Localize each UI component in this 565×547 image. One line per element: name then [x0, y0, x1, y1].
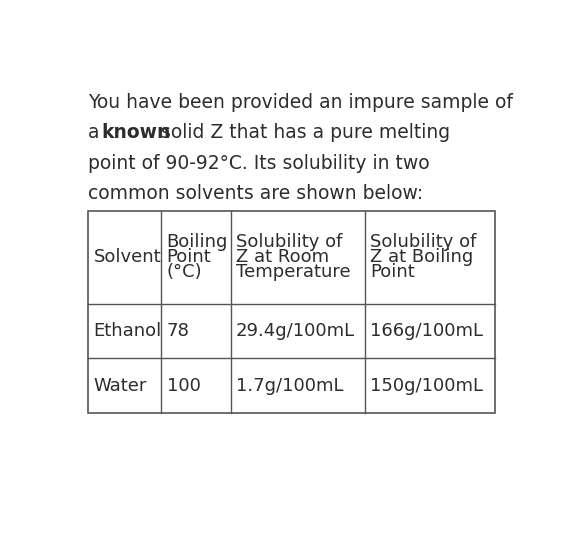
Text: Z at Boiling: Z at Boiling: [370, 248, 473, 266]
Text: known: known: [102, 123, 171, 142]
Text: solid Z that has a pure melting: solid Z that has a pure melting: [155, 123, 451, 142]
Bar: [88, 211, 496, 413]
Text: Ethanol: Ethanol: [93, 322, 162, 340]
Text: (°C): (°C): [167, 264, 202, 282]
Text: You have been provided an impure sample of: You have been provided an impure sample …: [88, 93, 513, 112]
Text: a: a: [88, 123, 106, 142]
Text: common solvents are shown below:: common solvents are shown below:: [88, 184, 423, 203]
Text: Point: Point: [167, 248, 211, 266]
Text: Boiling: Boiling: [167, 233, 228, 251]
Text: 100: 100: [167, 377, 201, 395]
Text: Point: Point: [370, 264, 415, 282]
Text: Solubility of: Solubility of: [236, 233, 342, 251]
Text: 150g/100mL: 150g/100mL: [370, 377, 483, 395]
Text: point of 90-92°C. Its solubility in two: point of 90-92°C. Its solubility in two: [88, 154, 430, 173]
Text: Temperature: Temperature: [236, 264, 350, 282]
Text: 1.7g/100mL: 1.7g/100mL: [236, 377, 344, 395]
Text: 78: 78: [167, 322, 190, 340]
Text: Solvent: Solvent: [93, 248, 161, 266]
Text: Water: Water: [93, 377, 147, 395]
Text: Solubility of: Solubility of: [370, 233, 477, 251]
Text: Z at Room: Z at Room: [236, 248, 329, 266]
Text: 29.4g/100mL: 29.4g/100mL: [236, 322, 355, 340]
Text: 166g/100mL: 166g/100mL: [370, 322, 483, 340]
